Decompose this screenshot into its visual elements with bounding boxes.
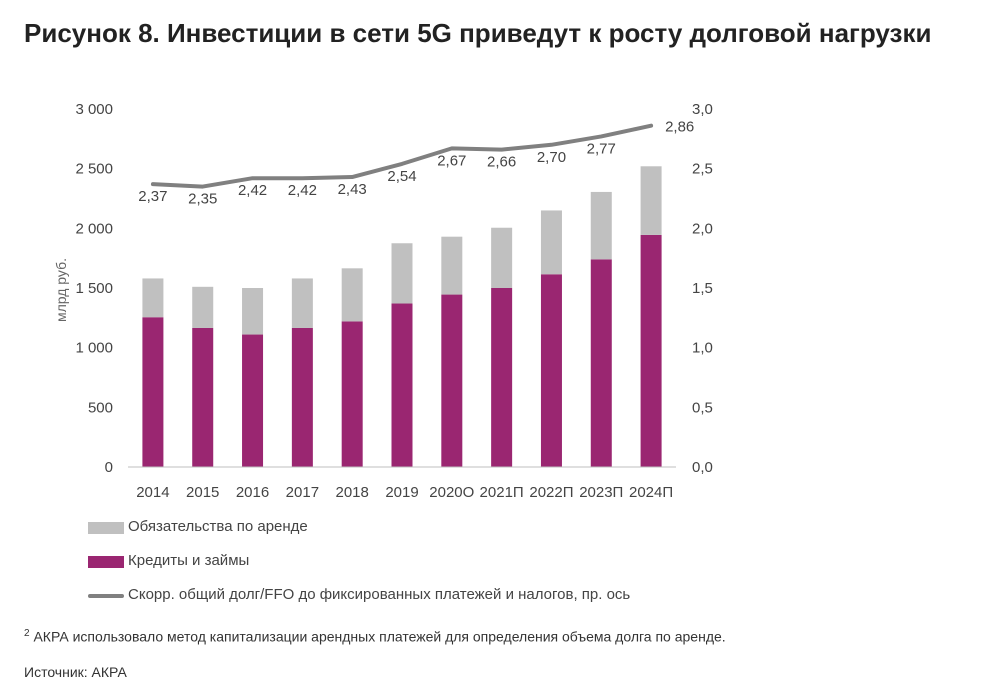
y2-tick-label: 1,0 bbox=[692, 340, 713, 357]
data-label-ratio: 2,37 bbox=[138, 188, 167, 205]
x-tick-label: 2022П bbox=[529, 484, 573, 501]
y2-tick-label: 0,5 bbox=[692, 399, 713, 416]
bar-leases bbox=[341, 268, 363, 322]
footnote: 2 АКРА использовало метод капитализации … bbox=[24, 628, 726, 645]
bar-loans bbox=[640, 234, 662, 467]
y2-tick-label: 2,0 bbox=[692, 220, 713, 237]
source-note: Источник: АКРА bbox=[24, 664, 127, 680]
y2-tick-label: 3,0 bbox=[692, 101, 713, 118]
data-label-ratio: 2,66 bbox=[487, 154, 516, 171]
legend-swatch-leases bbox=[88, 522, 124, 534]
bar-loans bbox=[391, 303, 413, 467]
data-label-ratio: 2,42 bbox=[288, 182, 317, 199]
legend-label-leases: Обязательства по аренде bbox=[128, 518, 308, 535]
bar-leases bbox=[242, 288, 264, 335]
legend-swatch-ratio bbox=[88, 594, 124, 598]
bar-leases bbox=[540, 210, 562, 275]
y-tick-label: 500 bbox=[88, 399, 113, 416]
bar-loans bbox=[540, 274, 562, 467]
y-tick-label: 1 500 bbox=[75, 280, 113, 297]
legend-swatch-loans bbox=[88, 556, 124, 568]
bar-leases bbox=[192, 286, 214, 328]
chart-title: Рисунок 8. Инвестиции в сети 5G приведут… bbox=[24, 18, 932, 48]
y2-tick-label: 2,5 bbox=[692, 161, 713, 178]
x-tick-label: 2018 bbox=[335, 484, 368, 501]
bar-loans bbox=[491, 288, 513, 467]
y-tick-label: 3 000 bbox=[75, 101, 113, 118]
bar-leases bbox=[640, 166, 662, 235]
series-line-ratio bbox=[150, 123, 654, 189]
footnote-text: АКРА использовало метод капитализации ар… bbox=[29, 628, 726, 645]
footnote-marker: 2 bbox=[24, 628, 30, 639]
x-tick-label: 2017 bbox=[286, 484, 319, 501]
x-tick-label: 2016 bbox=[236, 484, 269, 501]
legend-label-loans: Кредиты и займы bbox=[128, 552, 250, 569]
bar-loans bbox=[441, 294, 463, 467]
x-tick-label: 2024П bbox=[629, 484, 673, 501]
data-label-ratio: 2,35 bbox=[188, 191, 217, 208]
legend-label-ratio: Скорр. общий долг/FFO до фиксированных п… bbox=[128, 586, 631, 603]
bar-loans bbox=[341, 321, 363, 467]
bar-loans bbox=[590, 259, 612, 467]
data-label-ratio: 2,42 bbox=[238, 182, 267, 199]
data-label-ratio: 2,86 bbox=[665, 119, 694, 136]
y2-tick-label: 0,0 bbox=[692, 459, 713, 476]
data-label-ratio: 2,77 bbox=[587, 140, 616, 157]
x-tick-label: 2014 bbox=[136, 484, 169, 501]
bar-leases bbox=[590, 191, 612, 260]
bar-loans bbox=[291, 327, 313, 467]
data-label-ratio: 2,54 bbox=[387, 168, 416, 185]
y2-tick-label: 1,5 bbox=[692, 280, 713, 297]
x-tick-label: 2020О bbox=[429, 484, 474, 501]
bar-leases bbox=[291, 278, 313, 328]
bar-leases bbox=[391, 243, 413, 304]
bar-leases bbox=[491, 227, 513, 288]
data-label-ratio: 2,43 bbox=[338, 181, 367, 198]
x-tick-label: 2023П bbox=[579, 484, 623, 501]
y-tick-label: 2 500 bbox=[75, 161, 113, 178]
x-tick-label: 2019 bbox=[385, 484, 418, 501]
y-axis-label: млрд руб. bbox=[53, 258, 69, 322]
bar-loans bbox=[192, 327, 214, 467]
bar-loans bbox=[142, 317, 164, 467]
bar-leases bbox=[441, 236, 463, 295]
data-label-ratio: 2,67 bbox=[437, 152, 466, 169]
bar-leases bbox=[142, 278, 164, 318]
y-tick-label: 0 bbox=[105, 459, 113, 476]
y-tick-label: 2 000 bbox=[75, 220, 113, 237]
x-tick-label: 2015 bbox=[186, 484, 219, 501]
bar-loans bbox=[242, 334, 264, 467]
y-tick-label: 1 000 bbox=[75, 340, 113, 357]
data-label-ratio: 2,70 bbox=[537, 149, 566, 166]
x-tick-label: 2021П bbox=[480, 484, 524, 501]
